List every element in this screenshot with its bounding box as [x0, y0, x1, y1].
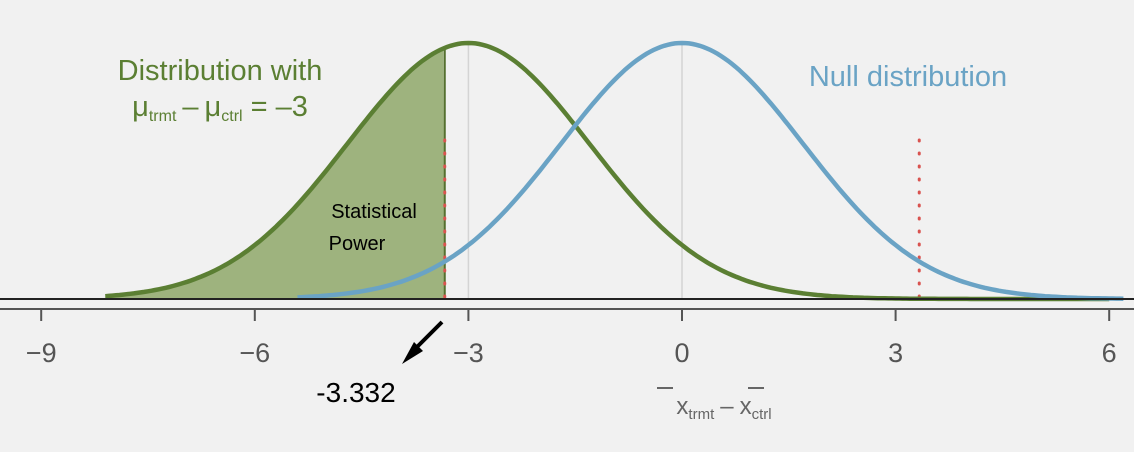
x-tick-label: −9 — [26, 338, 57, 368]
statistical-power-shaded-area — [105, 48, 445, 300]
critical-value-lines — [443, 47, 921, 303]
statistical-power-label-line1: Statistical — [331, 201, 417, 223]
x-tick-label: −3 — [453, 338, 484, 368]
critical-value-label: -3.332 — [316, 377, 395, 408]
critical-value-arrow — [402, 320, 444, 364]
x-tick-label: 6 — [1102, 338, 1117, 368]
x-axis-ticks: −9 −6 −3 0 3 6 — [26, 309, 1117, 368]
x-axis-label: xtrmt – xctrl — [676, 393, 771, 423]
null-distribution-label: Null distribution — [809, 61, 1007, 93]
statistical-power-label-line2: Power — [329, 233, 386, 255]
x-tick-label: 3 — [888, 338, 903, 368]
gridlines — [467, 43, 683, 299]
null-distribution-curve — [297, 40, 1124, 301]
x-tick-label: 0 — [674, 338, 689, 368]
alternative-distribution-formula: μtrmt – μctrl = –3 — [132, 91, 308, 125]
x-tick-label: −6 — [239, 338, 270, 368]
alternative-distribution-label: Distribution with — [118, 55, 323, 87]
